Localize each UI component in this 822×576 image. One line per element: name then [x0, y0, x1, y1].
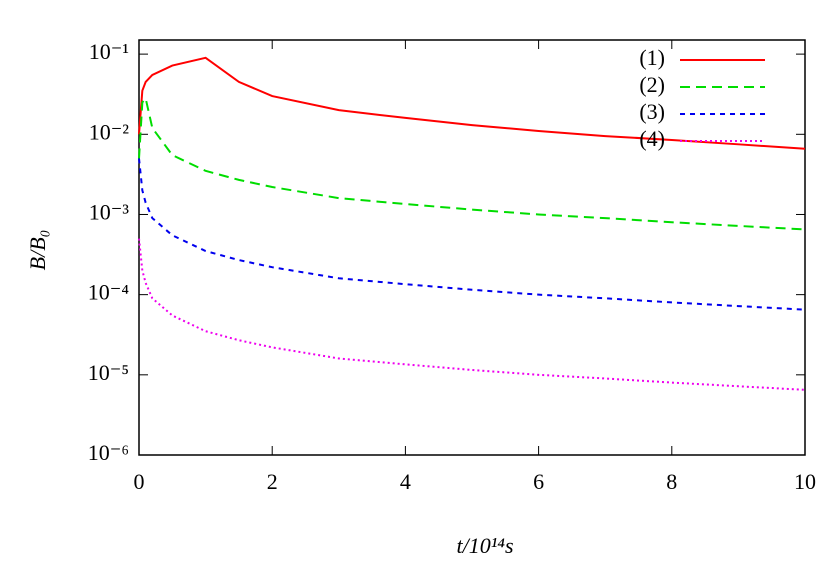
data-line — [138, 238, 806, 391]
data-line — [138, 158, 806, 311]
x-tick-label: 10 — [794, 469, 816, 494]
x-tick-label: 0 — [134, 469, 145, 494]
x-axis-label: t/10¹⁴s — [456, 533, 513, 558]
x-tick-label: 2 — [267, 469, 278, 494]
plot-frame — [138, 39, 806, 456]
y-tick-label: 10⁻¹ — [89, 39, 129, 64]
legend-label: (4) — [639, 126, 665, 151]
data-line — [138, 56, 806, 150]
y-axis-label: B/B₀ — [25, 230, 50, 271]
y-tick-label: 10⁻⁶ — [88, 440, 129, 465]
legend-label: (2) — [639, 72, 665, 97]
x-tick-label: 4 — [400, 469, 411, 494]
y-tick-label: 10⁻⁴ — [88, 280, 130, 305]
legend-label: (3) — [639, 99, 665, 124]
data-line — [138, 96, 806, 231]
legend-label: (1) — [639, 45, 665, 70]
y-tick-label: 10⁻⁵ — [88, 360, 129, 385]
x-tick-label: 8 — [666, 469, 677, 494]
y-tick-label: 10⁻³ — [89, 200, 130, 225]
x-tick-label: 6 — [533, 469, 544, 494]
y-tick-label: 10⁻² — [89, 119, 130, 144]
